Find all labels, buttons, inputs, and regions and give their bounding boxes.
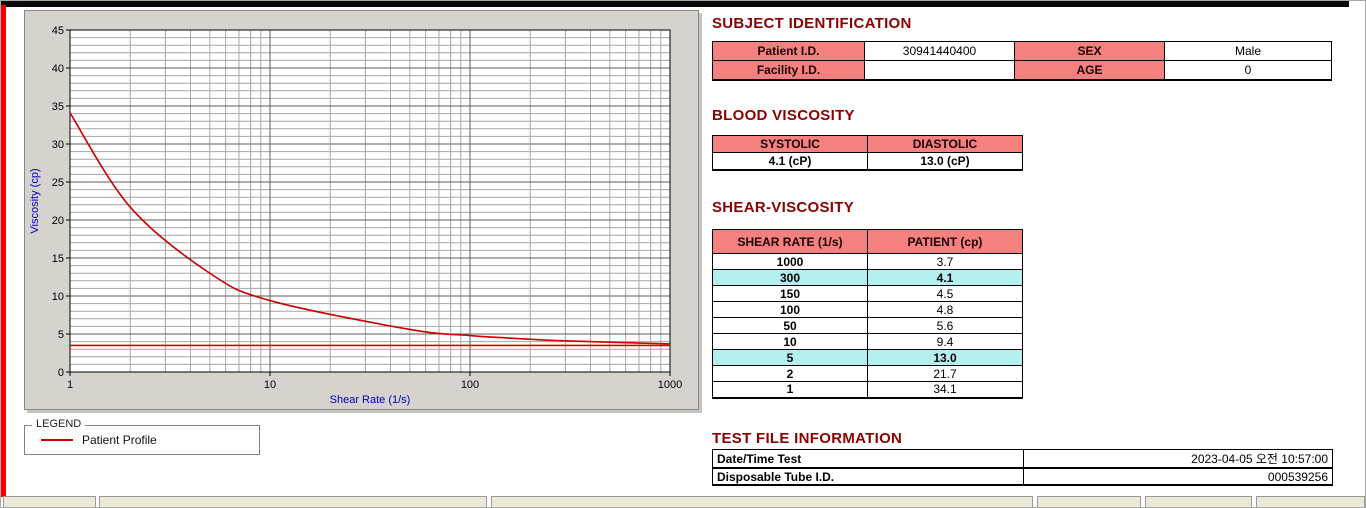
svg-text:Shear Rate (1/s): Shear Rate (1/s) [330, 394, 411, 406]
patient-cp-cell: 9.4 [867, 333, 1023, 350]
patient-cp-header: PATIENT (cp) [867, 229, 1023, 254]
shear-rate-cell: 150 [712, 285, 868, 302]
legend-entry: Patient Profile [25, 426, 259, 454]
svg-text:10: 10 [52, 291, 64, 303]
date-time-test-value: 2023-04-05 오전 10:57:00 [1023, 449, 1333, 469]
disposable-tube-id-label: Disposable Tube I.D. [712, 467, 1024, 486]
diastolic-value: 13.0 (cP) [867, 152, 1023, 171]
subject-identification-heading: SUBJECT IDENTIFICATION [712, 15, 912, 32]
legend-series-label: Patient Profile [82, 433, 157, 447]
sex-value: Male [1164, 41, 1332, 61]
shear-row: 1000 3.7 [712, 253, 1023, 270]
sex-label: SEX [1014, 41, 1165, 61]
legend-title: LEGEND [32, 418, 86, 430]
blood-viscosity-table: SYSTOLIC DIASTOLIC 4.1 (cP) 13.0 (cP) [712, 135, 1023, 171]
svg-text:1000: 1000 [658, 379, 682, 391]
facility-id-label: Facility I.D. [712, 60, 865, 81]
bottom-button-3[interactable] [491, 496, 1033, 507]
svg-text:35: 35 [52, 101, 64, 113]
shear-rate-header: SHEAR RATE (1/s) [712, 229, 868, 254]
shear-row: 300 4.1 [712, 269, 1023, 286]
diastolic-header: DIASTOLIC [867, 135, 1023, 153]
bottom-button-6[interactable] [1256, 496, 1365, 507]
legend-series-line [41, 439, 73, 441]
viscosity-chart: 0 5 10 15 20 25 30 35 40 45 1 10 100 1000 Shear Rate (… [29, 25, 682, 406]
bottom-button-1[interactable] [3, 496, 96, 507]
table-row: Date/Time Test 2023-04-05 오전 10:57:00 [712, 449, 1333, 469]
age-value: 0 [1164, 60, 1332, 81]
date-time-test-label: Date/Time Test [712, 449, 1024, 469]
shear-rate-cell: 100 [712, 301, 868, 318]
svg-text:25: 25 [52, 177, 64, 189]
shear-row: 100 4.8 [712, 301, 1023, 318]
patient-id-value: 30941440400 [864, 41, 1015, 61]
shear-row: 50 5.6 [712, 317, 1023, 334]
shear-row: 10 9.4 [712, 333, 1023, 350]
bottom-button-5[interactable] [1145, 496, 1252, 507]
systolic-value: 4.1 (cP) [712, 152, 868, 171]
shear-rate-cell: 50 [712, 317, 868, 334]
table-row: Disposable Tube I.D. 000539256 [712, 467, 1333, 486]
svg-text:Viscosity (cp): Viscosity (cp) [29, 168, 41, 233]
table-row: Facility I.D. AGE 0 [712, 60, 1332, 81]
viscosity-chart-panel: 0 5 10 15 20 25 30 35 40 45 1 10 100 1000 Shear Rate (… [24, 10, 699, 410]
shear-rate-cell: 1000 [712, 253, 868, 270]
shear-row: 1 34.1 [712, 381, 1023, 399]
patient-cp-cell: 4.8 [867, 301, 1023, 318]
shear-rate-cell: 10 [712, 333, 868, 350]
svg-text:45: 45 [52, 25, 64, 37]
systolic-header: SYSTOLIC [712, 135, 868, 153]
patient-cp-cell: 3.7 [867, 253, 1023, 270]
shear-rate-cell: 5 [712, 349, 868, 366]
shear-row: 2 21.7 [712, 365, 1023, 382]
patient-id-label: Patient I.D. [712, 41, 865, 61]
svg-text:20: 20 [52, 215, 64, 227]
patient-cp-cell: 4.1 [867, 269, 1023, 286]
shear-rate-cell: 300 [712, 269, 868, 286]
svg-text:1: 1 [67, 379, 73, 391]
table-row: SYSTOLIC DIASTOLIC [712, 135, 1023, 153]
test-file-information-heading: TEST FILE INFORMATION [712, 430, 903, 447]
shear-row: 5 13.0 [712, 349, 1023, 366]
patient-cp-cell: 21.7 [867, 365, 1023, 382]
age-label: AGE [1014, 60, 1165, 81]
bottom-button-4[interactable] [1037, 496, 1141, 507]
shear-rate-cell: 2 [712, 365, 868, 382]
top-bar [1, 1, 1349, 7]
disposable-tube-id-value: 000539256 [1023, 467, 1333, 486]
table-row: 4.1 (cP) 13.0 (cP) [712, 152, 1023, 171]
shear-viscosity-heading: SHEAR-VISCOSITY [712, 199, 855, 216]
shear-viscosity-table: SHEAR RATE (1/s) PATIENT (cp) 1000 3.7 300… [712, 229, 1023, 399]
svg-text:40: 40 [52, 63, 64, 75]
subject-table: Patient I.D. 30941440400 SEX Male Facili… [712, 41, 1332, 81]
patient-cp-cell: 4.5 [867, 285, 1023, 302]
svg-text:10: 10 [264, 379, 276, 391]
patient-cp-cell: 5.6 [867, 317, 1023, 334]
legend-box: LEGEND Patient Profile [24, 418, 260, 455]
shear-rate-cell: 1 [712, 381, 868, 399]
left-edge-stripe [1, 5, 6, 497]
svg-text:5: 5 [58, 329, 64, 341]
blood-viscosity-heading: BLOOD VISCOSITY [712, 107, 855, 124]
svg-text:100: 100 [461, 379, 479, 391]
svg-text:0: 0 [58, 367, 64, 379]
svg-text:30: 30 [52, 139, 64, 151]
table-row: SHEAR RATE (1/s) PATIENT (cp) [712, 229, 1023, 254]
bottom-button-2[interactable] [99, 496, 487, 507]
patient-cp-cell: 34.1 [867, 381, 1023, 399]
svg-text:15: 15 [52, 253, 64, 265]
table-row: Patient I.D. 30941440400 SEX Male [712, 41, 1332, 61]
test-file-table: Date/Time Test 2023-04-05 오전 10:57:00 Di… [712, 449, 1333, 486]
facility-id-value [864, 60, 1015, 81]
shear-row: 150 4.5 [712, 285, 1023, 302]
patient-cp-cell: 13.0 [867, 349, 1023, 366]
